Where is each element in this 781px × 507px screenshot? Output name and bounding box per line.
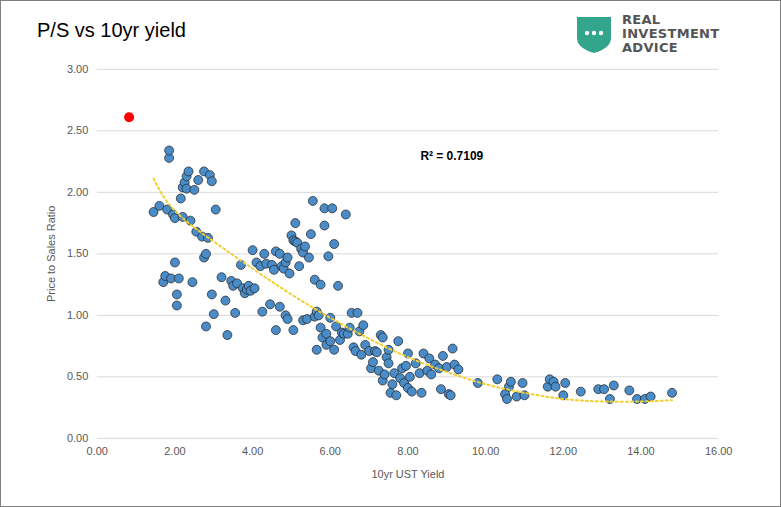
svg-text:0.50: 0.50 bbox=[67, 370, 88, 382]
svg-text:10yr UST Yield: 10yr UST Yield bbox=[371, 468, 444, 480]
svg-text:1.50: 1.50 bbox=[67, 247, 88, 259]
svg-text:2.00: 2.00 bbox=[164, 445, 185, 457]
svg-text:10.00: 10.00 bbox=[472, 445, 499, 457]
svg-text:12.00: 12.00 bbox=[550, 445, 577, 457]
svg-text:2.50: 2.50 bbox=[67, 124, 88, 136]
html-text:P/S vs 10yr yield: P/S vs 10yr yield bbox=[37, 19, 186, 41]
svg-text:16.00: 16.00 bbox=[705, 445, 732, 457]
svg-text:1.00: 1.00 bbox=[67, 309, 88, 321]
html-text:INVESTMENT: INVESTMENT bbox=[622, 26, 720, 41]
html-text:REAL: REAL bbox=[622, 12, 661, 27]
svg-text:0.00: 0.00 bbox=[67, 432, 88, 444]
svg-text:8.00: 8.00 bbox=[397, 445, 418, 457]
svg-text:Price to Sales Ratio: Price to Sales Ratio bbox=[45, 206, 57, 302]
svg-text:14.00: 14.00 bbox=[627, 445, 654, 457]
svg-text:0.00: 0.00 bbox=[87, 445, 108, 457]
svg-text:3.00: 3.00 bbox=[67, 63, 88, 75]
svg-text:4.00: 4.00 bbox=[242, 445, 263, 457]
html-text:ADVICE: ADVICE bbox=[622, 40, 678, 55]
svg-text:2.00: 2.00 bbox=[67, 186, 88, 198]
svg-text:R² = 0.7109: R² = 0.7109 bbox=[420, 149, 483, 163]
svg-text:6.00: 6.00 bbox=[320, 445, 341, 457]
